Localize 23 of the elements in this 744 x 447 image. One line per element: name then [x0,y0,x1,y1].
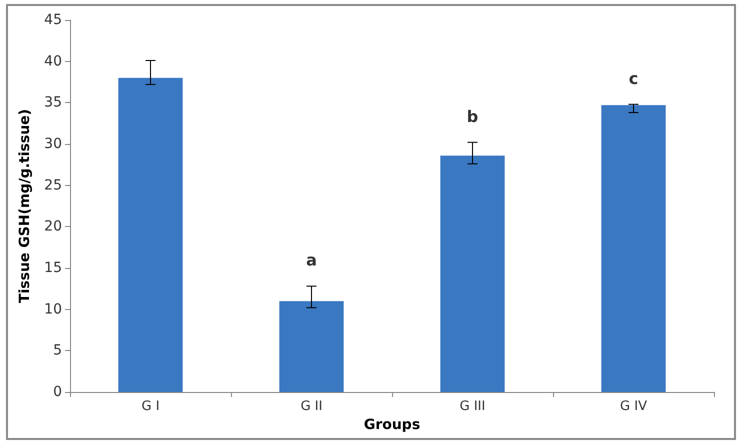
y-tick-label: 45 [44,12,62,28]
x-tick-label: G I [141,399,160,414]
y-axis-title: Tissue GSH(mg/g.tissue) [17,108,33,304]
y-tick-label: 10 [44,301,62,318]
x-tick-label: G IV [620,399,648,414]
y-tick-label: 30 [44,136,62,152]
annotation: c [628,68,638,88]
y-tick-label: 20 [44,218,62,235]
bar [118,78,183,392]
bar [440,156,505,392]
y-tick-label: 40 [44,53,62,70]
bar [279,301,344,392]
y-tick-label: 25 [44,177,62,194]
annotation: b [466,106,478,126]
x-tick-label: G II [300,399,322,414]
y-tick-label: 15 [44,260,62,276]
bar [601,105,666,392]
y-tick-label: 35 [44,94,62,111]
annotation: a [306,250,317,270]
x-axis-title: Groups [364,416,420,433]
y-tick-label: 0 [53,384,62,400]
x-tick-label: G III [460,399,486,414]
y-tick-label: 5 [53,342,62,359]
